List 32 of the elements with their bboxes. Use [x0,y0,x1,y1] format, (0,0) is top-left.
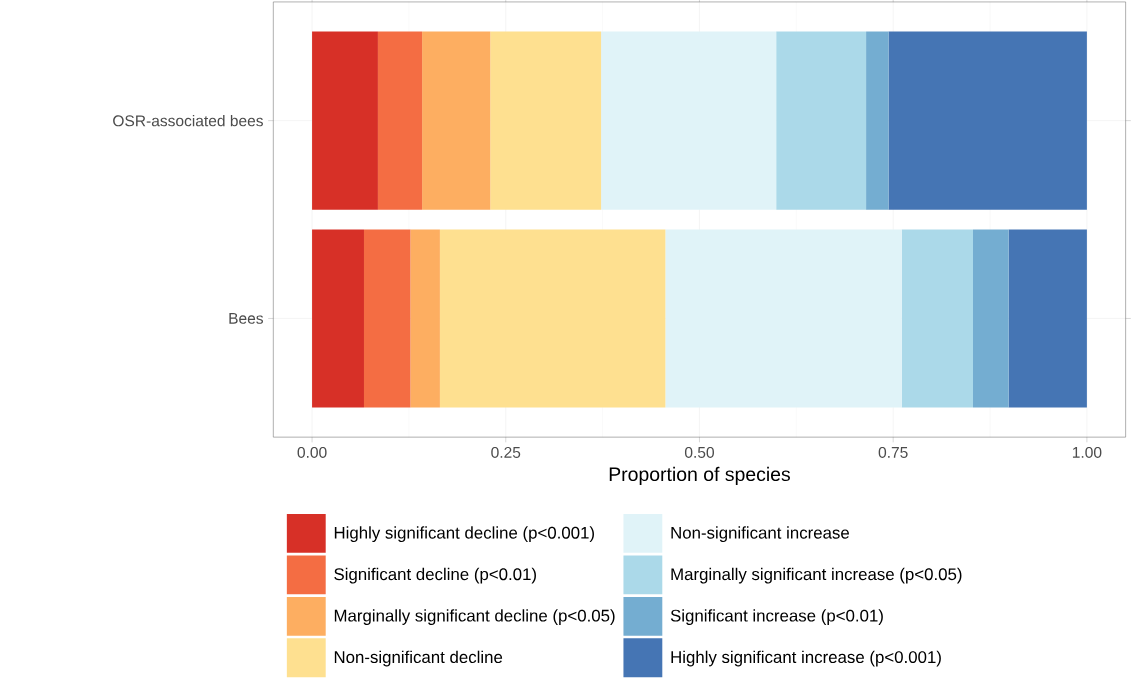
legend-label: Significant increase (p<0.01) [670,609,883,625]
y-tick-label: Bees [229,312,263,324]
bar [901,229,973,408]
bar [439,229,666,408]
legend-label: Marginally significant increase (p<0.05) [671,567,962,584]
bar [410,229,440,408]
bar [377,31,423,210]
bar [1008,229,1087,408]
bar [601,31,777,210]
legend-label: Marginally significant decline (p<0.05) [334,609,615,625]
bar [312,31,378,210]
bar [422,31,491,210]
legend-label: Non-significant decline [334,650,503,667]
bar [665,229,902,408]
bar [888,31,1087,210]
bar [972,229,1009,408]
x-axis-title: Proportion of species [609,466,790,485]
x-tick-label: 0.25 [491,446,521,458]
x-tick-label: 1.00 [1072,446,1102,458]
bar [866,31,889,210]
x-tick-label: 0.50 [684,446,714,458]
legend-label: Non-significant increase [671,526,849,542]
x-tick-label: 0.00 [297,446,327,458]
bar [363,229,411,408]
legend-label: Highly significant increase (p<0.001) [671,650,941,667]
legend-label: Highly significant decline (p<0.001) [334,526,594,542]
bar [776,31,867,210]
x-tick-label: 0.75 [878,446,908,458]
legend-label: Significant decline (p<0.01) [334,567,536,584]
bar [490,31,602,210]
y-tick-label: OSR-associated bees [113,114,263,127]
bar [312,229,364,408]
